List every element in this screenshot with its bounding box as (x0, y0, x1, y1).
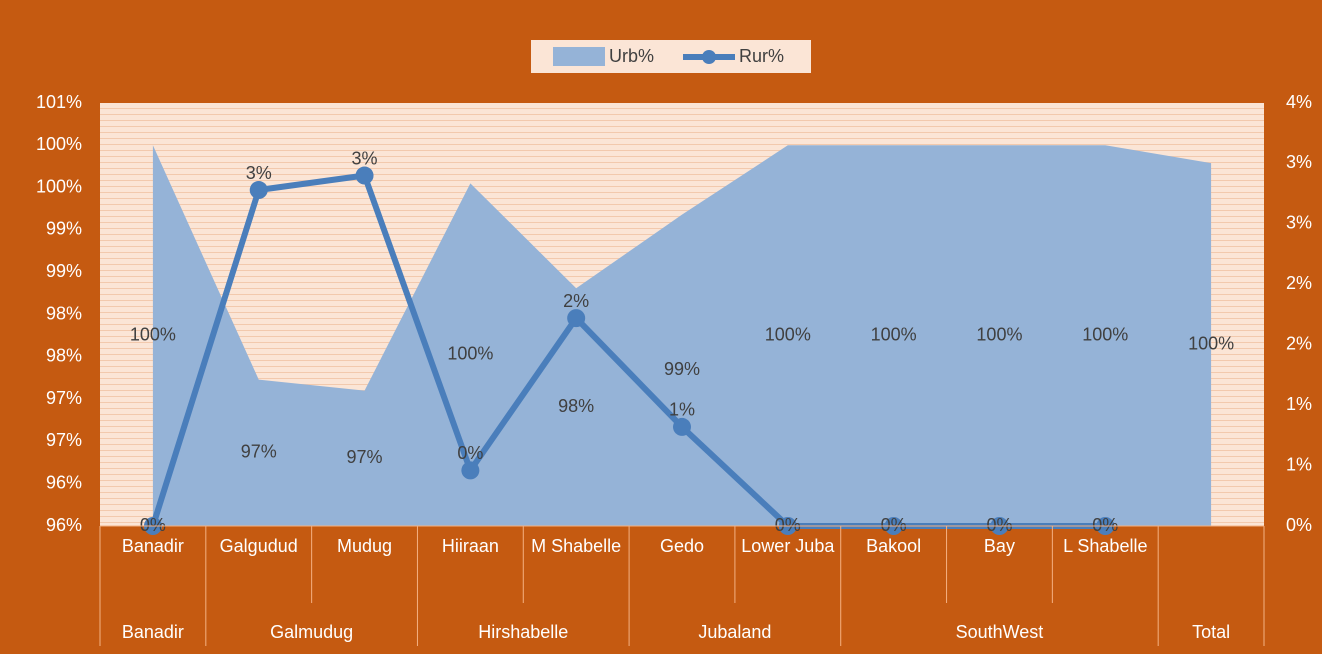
y-tick-label: 99% (46, 219, 82, 239)
x-tick-label: Banadir (121, 536, 184, 556)
data-label: 98% (558, 396, 594, 416)
marker (355, 166, 374, 185)
x-tick-label: L Shabelle (1063, 536, 1148, 556)
y2-tick-label: 2% (1286, 333, 1312, 353)
y-tick-label: 101% (36, 92, 82, 112)
y2-tick-label: 3% (1286, 213, 1312, 233)
legend-swatch (553, 47, 605, 66)
data-label: 97% (241, 442, 277, 462)
data-label: 100% (447, 343, 493, 363)
legend-marker (702, 50, 716, 64)
x-tick-label: Gedo (659, 536, 704, 556)
y-tick-label: 98% (46, 346, 82, 366)
data-label: 100% (1188, 333, 1234, 353)
x-tick-label: Galgudud (219, 536, 298, 556)
data-label: 2% (563, 291, 589, 311)
marker (461, 461, 480, 480)
data-label: 1% (669, 400, 695, 420)
data-label: 3% (246, 163, 272, 183)
data-label: 100% (1082, 324, 1128, 344)
x-tick-label: Bakool (866, 536, 922, 556)
y2-tick-label: 1% (1286, 394, 1312, 414)
group-label: SouthWest (955, 622, 1044, 642)
x-tick-label: Lower Juba (741, 536, 835, 556)
data-label: 0% (1092, 515, 1118, 535)
y-tick-label: 100% (36, 176, 82, 196)
y2-tick-label: 3% (1286, 152, 1312, 172)
marker (249, 181, 268, 200)
data-label: 0% (775, 515, 801, 535)
marker (567, 309, 586, 328)
y2-tick-label: 2% (1286, 273, 1312, 293)
data-label: 100% (871, 324, 917, 344)
group-label: Hirshabelle (478, 622, 569, 642)
data-label: 100% (976, 324, 1022, 344)
marker (673, 417, 691, 436)
group-label: Galmudug (270, 622, 354, 642)
area (152, 145, 1212, 527)
data-label: 97% (347, 447, 383, 467)
y-tick-label: 99% (46, 261, 82, 281)
x-tick-label: Mudug (337, 536, 393, 556)
data-label: 100% (130, 324, 176, 344)
x-tick-label: Hiiraan (441, 536, 499, 556)
data-label: 0% (986, 515, 1012, 535)
data-label: 3% (352, 148, 378, 168)
group-label: Jubaland (698, 622, 772, 642)
data-label: 0% (140, 515, 166, 535)
y-tick-label: 96% (46, 472, 82, 492)
legend-label: Rur% (739, 46, 784, 66)
group-label: Banadir (121, 622, 184, 642)
y-tick-label: 98% (46, 303, 82, 323)
x-tick-label: M Shabelle (531, 536, 622, 556)
y-tick-label: 100% (36, 134, 82, 154)
y2-tick-label: 0% (1286, 515, 1312, 535)
y2-tick-label: 1% (1286, 454, 1312, 474)
data-label: 100% (765, 324, 811, 344)
y-tick-label: 96% (46, 515, 82, 535)
y-tick-label: 97% (46, 388, 82, 408)
data-label: 0% (457, 443, 483, 463)
x-tick-label: Bay (983, 536, 1015, 556)
y2-tick-label: 4% (1286, 92, 1312, 112)
y-tick-label: 97% (46, 430, 82, 450)
data-label: 0% (881, 515, 907, 535)
data-label: 99% (664, 359, 700, 379)
legend: Urb% Rur% (531, 40, 811, 73)
legend-label: Urb% (609, 46, 654, 66)
group-label: Total (1192, 622, 1231, 642)
